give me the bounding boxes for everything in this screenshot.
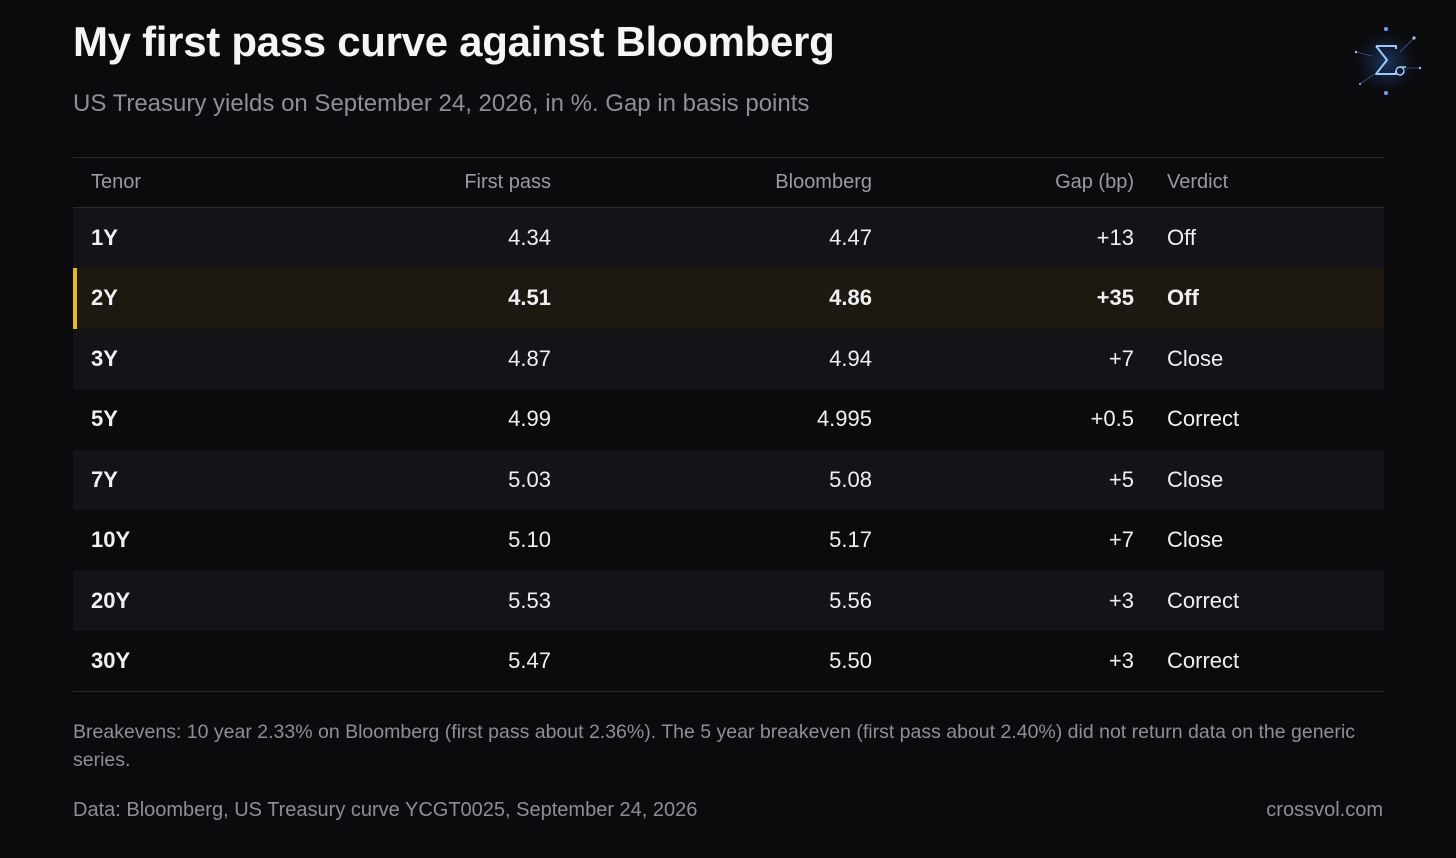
sigma-sigma-constellation-icon <box>1352 27 1422 96</box>
cell-bloomberg: 4.995 <box>816 406 872 432</box>
table-header-row: Tenor First pass Bloomberg Gap (bp) Verd… <box>73 157 1384 208</box>
cell-first-pass: 5.10 <box>508 527 551 553</box>
highlight-marker <box>73 268 77 329</box>
column-header-bloomberg: Bloomberg <box>775 171 872 193</box>
cell-gap: +3 <box>1108 587 1134 613</box>
cell-verdict: Close <box>1167 345 1224 371</box>
cell-first-pass: 4.87 <box>508 345 551 371</box>
site-credit: crossvol.com <box>1266 799 1383 821</box>
cell-tenor-label: 2Y <box>91 285 118 311</box>
table-row: 5Y 4.99 4.995 +0.5 Correct <box>73 389 1384 450</box>
cell-bloomberg: 4.86 <box>829 285 872 311</box>
table-row: 7Y 5.03 5.08 +5 Close <box>73 449 1384 510</box>
cell-tenor: 7Y <box>91 466 118 492</box>
yield-comparison-table: Tenor First pass Bloomberg Gap (bp) Verd… <box>73 157 1384 692</box>
column-header-verdict: Verdict <box>1167 171 1229 193</box>
cell-bloomberg: 5.50 <box>829 648 872 673</box>
cell-first-pass: 5.47 <box>508 648 551 673</box>
cell-verdict: Off <box>1167 285 1199 311</box>
table-row: 2Y 4.51 4.86 +35 Off <box>73 268 1384 329</box>
table-row: 1Y 4.34 4.47 +13 Off <box>73 207 1384 268</box>
cell-gap: +7 <box>1108 345 1134 371</box>
column-header-gap: Gap (bp) <box>1055 171 1134 193</box>
cell-verdict: Close <box>1167 466 1224 492</box>
cell-tenor: 30Y <box>91 648 131 673</box>
cell-gap: +0.5 <box>1090 406 1134 432</box>
cell-first-pass: 5.03 <box>508 466 551 492</box>
cell-first-pass: 4.34 <box>508 225 551 250</box>
cell-bloomberg: 4.94 <box>829 345 872 371</box>
column-header-tenor: Tenor <box>91 171 142 193</box>
cell-bloomberg: 5.08 <box>829 466 872 492</box>
column-header-first-pass: First pass <box>464 171 551 193</box>
cell-gap: +7 <box>1108 527 1134 553</box>
cell-verdict: Correct <box>1167 648 1240 673</box>
cell-bloomberg: 5.56 <box>829 587 872 613</box>
breakevens-note: Breakevens: 10 year 2.33% on Bloomberg (… <box>73 721 1355 771</box>
cell-tenor: 10Y <box>91 527 131 553</box>
table-row: 20Y 5.53 5.56 +3 Correct <box>73 570 1384 631</box>
cell-gap: +3 <box>1108 648 1134 673</box>
cell-gap: +13 <box>1096 225 1134 250</box>
cell-verdict: Close <box>1167 527 1224 553</box>
table-row: 3Y 4.87 4.94 +7 Close <box>73 328 1384 389</box>
cell-verdict: Correct <box>1167 406 1240 432</box>
cell-verdict: Off <box>1167 225 1196 250</box>
cell-first-pass: 5.53 <box>508 587 551 613</box>
cell-tenor: 5Y <box>91 406 118 432</box>
cell-tenor: 20Y <box>91 587 131 613</box>
cell-tenor: 2Y <box>73 268 306 329</box>
chart-subtitle: US Treasury yields on September 24, 2026… <box>73 90 810 117</box>
table-row: 10Y 5.10 5.17 +7 Close <box>73 510 1384 571</box>
data-source: Data: Bloomberg, US Treasury curve YCGT0… <box>73 799 698 821</box>
cell-gap: +5 <box>1108 466 1134 492</box>
cell-bloomberg: 4.47 <box>829 225 872 250</box>
cell-gap: +35 <box>1096 285 1134 311</box>
cell-tenor: 3Y <box>91 345 118 371</box>
cell-first-pass: 4.51 <box>508 285 551 311</box>
cell-tenor: 1Y <box>91 225 118 250</box>
cell-bloomberg: 5.17 <box>829 527 872 553</box>
cell-verdict: Correct <box>1167 587 1240 613</box>
chart-title: My first pass curve against Bloomberg <box>73 18 835 65</box>
cell-first-pass: 4.99 <box>508 406 551 432</box>
table-row: 30Y 5.47 5.50 +3 Correct <box>73 631 1384 692</box>
